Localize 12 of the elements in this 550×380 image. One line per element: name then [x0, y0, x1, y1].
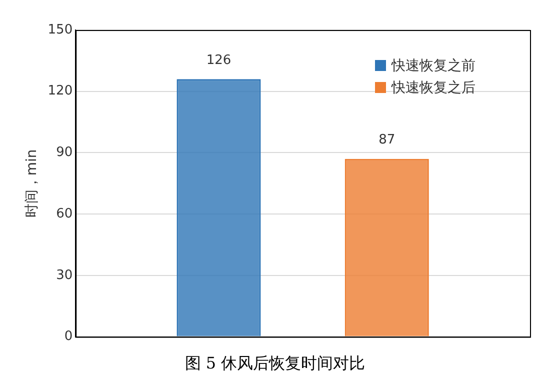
- data-label: 126: [206, 52, 232, 68]
- y-tick-label: 120: [48, 84, 73, 99]
- data-label: 87: [378, 132, 396, 148]
- y-tick-label: 30: [56, 268, 73, 283]
- legend-label: 快速恢复之前: [391, 56, 476, 76]
- y-tick-label: 0: [64, 329, 73, 344]
- text: 图 5 休风后恢复时间对比: [184, 354, 366, 373]
- y-tick-label: 150: [48, 22, 73, 38]
- y-axis-title: 时间，min: [24, 149, 40, 218]
- y-tick-label: 90: [56, 145, 73, 160]
- y-tick-label: 60: [56, 206, 73, 222]
- legend-label: 快速恢复之后: [391, 78, 476, 98]
